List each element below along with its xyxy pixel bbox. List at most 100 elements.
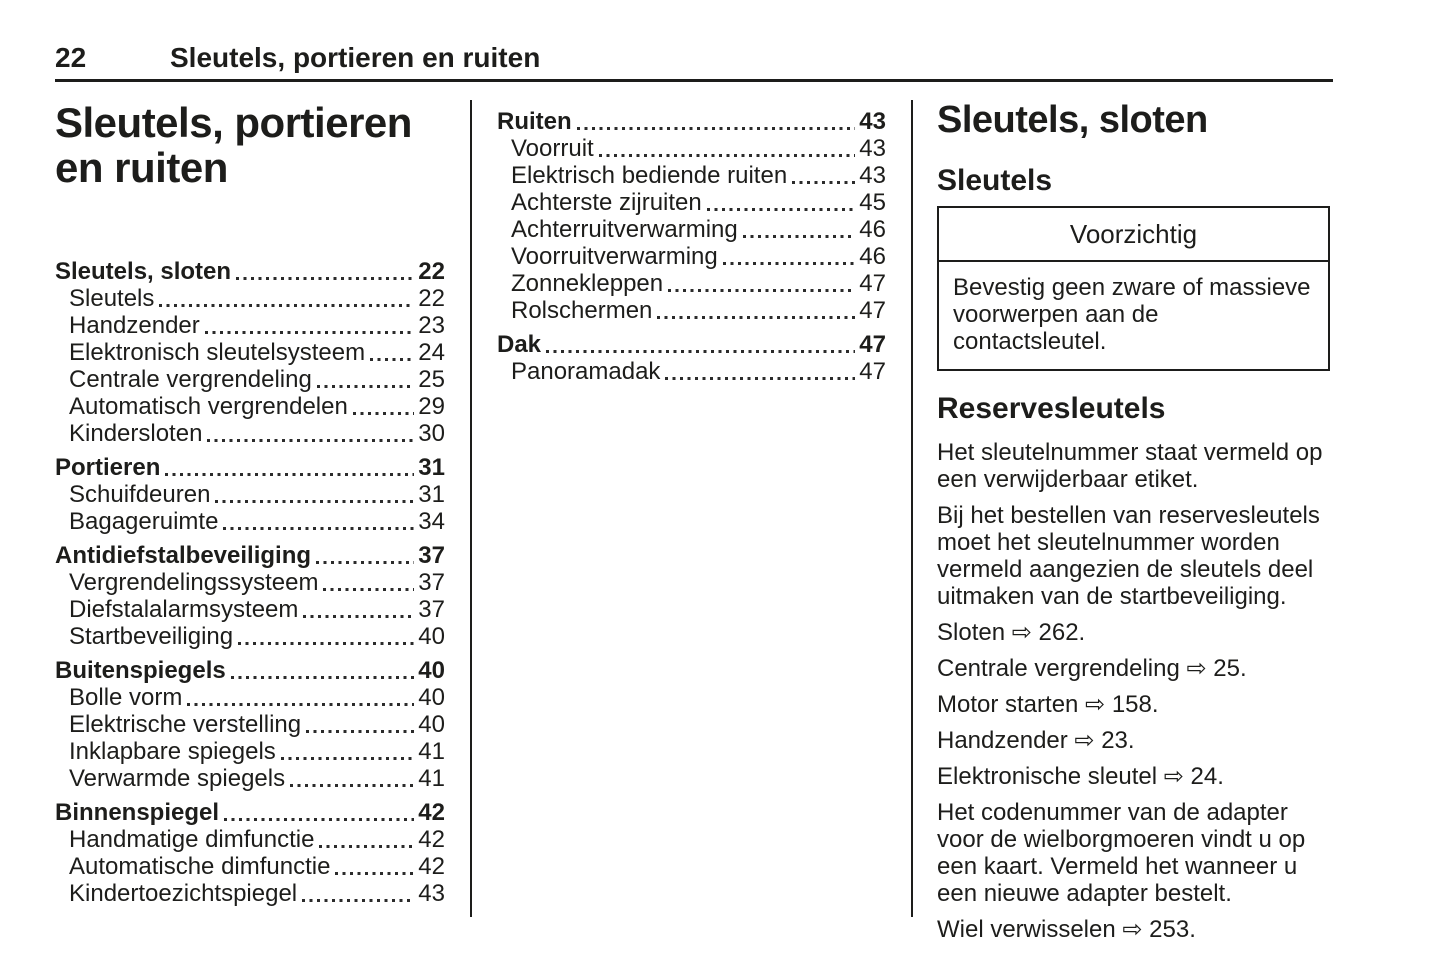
toc-dot-leader: [576, 127, 856, 130]
caution-box: Voorzichtig Bevestig geen zware of massi…: [937, 206, 1330, 371]
toc-entry-label: Vergrendelingssysteem: [69, 569, 319, 596]
column-2: Ruiten 43 Voorruit 43 Elektrisch bediende ru…: [497, 100, 886, 385]
toc-entry: Ruiten 43: [497, 108, 886, 135]
toc-entry: Voorruit 43: [497, 135, 886, 162]
toc-dot-leader: [598, 154, 856, 157]
toc-entry-page: 41: [418, 765, 445, 792]
toc-dot-leader: [290, 784, 415, 787]
toc-entry: Bagageruimte 34: [55, 508, 445, 535]
toc-entry-label: Elektronisch sleutelsysteem: [69, 339, 366, 366]
toc-dot-leader: [223, 527, 415, 530]
toc-entry-label: Binnenspiegel: [55, 799, 220, 826]
toc-entry-page: 22: [418, 258, 445, 285]
toc-entry-page: 43: [859, 162, 886, 189]
column-divider-1: [470, 100, 472, 917]
chapter-title-line-1: Sleutels, portieren: [55, 99, 412, 146]
paragraph: Handzender ⇨ 23.: [937, 727, 1135, 754]
toc-entry: Voorruitverwarming 46: [497, 243, 886, 270]
toc-entry-page: 46: [859, 216, 886, 243]
toc-entry-label: Kindertoezichtspiegel: [69, 880, 298, 907]
toc-entry: Centrale vergrendeling 25: [55, 366, 445, 393]
toc-entry-page: 47: [859, 331, 886, 358]
toc-entry-page: 45: [859, 189, 886, 216]
toc-dot-leader: [668, 289, 856, 292]
toc-dot-leader: [303, 615, 415, 618]
toc-entry-page: 23: [418, 312, 445, 339]
toc-entry-label: Kindersloten: [69, 420, 203, 447]
toc-entry: Schuifdeuren 31: [55, 481, 445, 508]
toc-entry-label: Centrale vergrendeling: [69, 366, 312, 393]
toc-entry-page: 42: [418, 826, 445, 853]
toc-entry-label: Elektrische verstelling: [69, 711, 302, 738]
toc-entry: Elektrisch bediende ruiten 43: [497, 162, 886, 189]
toc-entry-page: 37: [418, 596, 445, 623]
column-3: Sleutels, sloten Sleutels Voorzichtig Be…: [937, 100, 1330, 943]
toc-dot-leader: [238, 642, 415, 645]
toc-entry-label: Verwarmde spiegels: [69, 765, 286, 792]
toc-entry-page: 41: [418, 738, 445, 765]
toc-entry: Zonnekleppen 47: [497, 270, 886, 297]
toc-entry: Bolle vorm 40: [55, 684, 445, 711]
toc-entry-label: Elektrisch bediende ruiten: [511, 162, 788, 189]
paragraph: Elektronische sleutel ⇨ 24.: [937, 763, 1224, 790]
toc-entry: Sleutels 22: [55, 285, 445, 312]
paragraph: Het codenummer van de adapter voor de wi…: [937, 799, 1306, 907]
toc-entry-page: 40: [418, 684, 445, 711]
page-number: 22: [55, 42, 87, 73]
toc-entry: Vergrendelingssysteem 37: [55, 569, 445, 596]
toc-entry: Binnenspiegel 42: [55, 799, 445, 826]
toc-dot-leader: [316, 561, 415, 564]
caution-title: Voorzichtig: [939, 208, 1328, 262]
toc-entry-label: Inklapbare spiegels: [69, 738, 276, 765]
reserve-keys-heading: Reservesleutels: [937, 392, 1166, 425]
toc-dot-leader: [236, 277, 415, 280]
toc-entry: Handzender 23: [55, 312, 445, 339]
toc-entry: Elektrische verstelling 40: [55, 711, 445, 738]
toc-entry-page: 42: [418, 799, 445, 826]
toc-entry-page: 40: [418, 711, 445, 738]
chapter-title: Sleutels, portieren en ruiten: [55, 100, 445, 190]
toc-entry-label: Handzender: [69, 312, 200, 339]
toc-entry: Achterruitverwarming 46: [497, 216, 886, 243]
toc-entry-label: Bolle vorm: [69, 684, 183, 711]
toc-entry-label: Dak: [497, 331, 542, 358]
toc-entry-label: Schuifdeuren: [69, 481, 211, 508]
toc-dot-leader: [352, 412, 415, 415]
toc-entry: Achterste zijruiten 45: [497, 189, 886, 216]
toc-entry: Handmatige dimfunctie 42: [55, 826, 445, 853]
toc-dot-leader: [230, 676, 415, 679]
toc-entry: Rolschermen 47: [497, 297, 886, 324]
toc-entry: Elektronisch sleutelsysteem 24: [55, 339, 445, 366]
toc-dot-leader: [742, 235, 856, 238]
toc-entry: Automatisch vergrendelen 29: [55, 393, 445, 420]
toc-entry: Automatische dimfunctie 42: [55, 853, 445, 880]
toc-dot-leader: [792, 181, 856, 184]
column-divider-2: [911, 100, 913, 917]
toc-dot-leader: [665, 377, 856, 380]
toc-entry-page: 40: [418, 657, 445, 684]
toc-dot-leader: [165, 473, 415, 476]
toc-entry-page: 47: [859, 270, 886, 297]
toc-entry-label: Achterste zijruiten: [511, 189, 702, 216]
toc-dot-leader: [706, 208, 856, 211]
toc-entry-label: Sleutels, sloten: [55, 258, 232, 285]
toc-dot-leader: [224, 818, 415, 821]
paragraph: Motor starten ⇨ 158.: [937, 691, 1159, 718]
toc-entry-page: 37: [418, 542, 445, 569]
paragraph: Centrale vergrendeling ⇨ 25.: [937, 655, 1247, 682]
toc-entry-label: Ruiten: [497, 108, 572, 135]
toc-dot-leader: [207, 439, 415, 442]
toc-dot-leader: [319, 845, 415, 848]
toc-entry: Antidiefstalbeveiliging 37: [55, 542, 445, 569]
paragraph: Sloten ⇨ 262.: [937, 619, 1086, 646]
caution-body: Bevestig geen zware of massieve voorwerp…: [953, 274, 1311, 355]
toc-entry: Diefstalalarmsysteem 37: [55, 596, 445, 623]
toc-entry-page: 24: [418, 339, 445, 366]
toc-entry-page: 43: [859, 135, 886, 162]
toc-entry-page: 31: [418, 481, 445, 508]
toc-dot-leader: [204, 331, 415, 334]
subsection-title: Sleutels: [937, 164, 1053, 197]
toc-entry: Kindersloten 30: [55, 420, 445, 447]
section-title: Sleutels, sloten: [937, 99, 1208, 141]
toc-entry-page: 25: [418, 366, 445, 393]
